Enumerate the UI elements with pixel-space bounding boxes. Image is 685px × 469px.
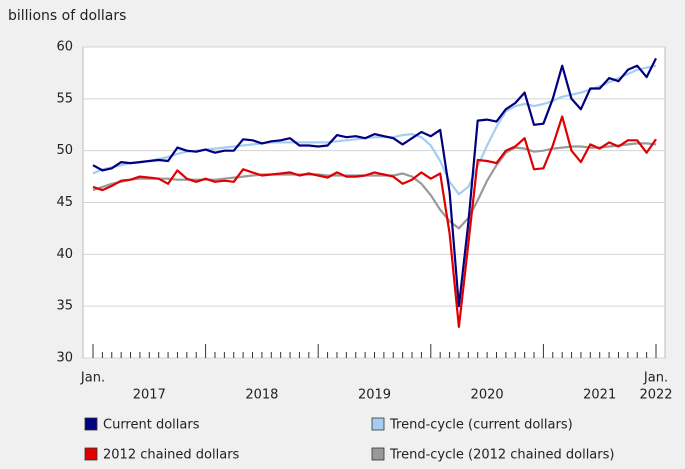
- series-line: [92, 57, 657, 308]
- x-year-label: 2019: [358, 388, 391, 403]
- legend-label: Trend-cycle (2012 chained dollars): [389, 448, 614, 463]
- legend-label: Current dollars: [103, 418, 200, 433]
- x-month-label: Jan.: [80, 371, 105, 386]
- legend-label: Trend-cycle (current dollars): [389, 418, 573, 433]
- y-tick-label: 30: [56, 351, 73, 366]
- legend-swatch: [371, 447, 385, 461]
- y-axis-label: billions of dollars: [8, 8, 126, 24]
- x-year-label: 2020: [471, 388, 504, 403]
- x-year-label: 2022: [639, 388, 672, 403]
- x-month-label: Jan.: [643, 371, 668, 386]
- y-tick-label: 50: [56, 143, 73, 158]
- legend-swatch: [371, 417, 385, 431]
- y-tick-label: 45: [56, 195, 73, 210]
- y-tick-label: 40: [56, 247, 73, 262]
- series-line: [92, 115, 657, 328]
- legend-label: 2012 chained dollars: [103, 448, 240, 463]
- x-year-label: 2021: [583, 388, 616, 403]
- legend-swatch: [84, 417, 98, 431]
- y-tick-label: 35: [56, 299, 73, 314]
- y-tick-label: 60: [56, 40, 73, 55]
- x-year-label: 2017: [133, 388, 166, 403]
- y-tick-label: 55: [56, 91, 73, 106]
- legend-swatch: [84, 447, 98, 461]
- x-year-label: 2018: [245, 388, 278, 403]
